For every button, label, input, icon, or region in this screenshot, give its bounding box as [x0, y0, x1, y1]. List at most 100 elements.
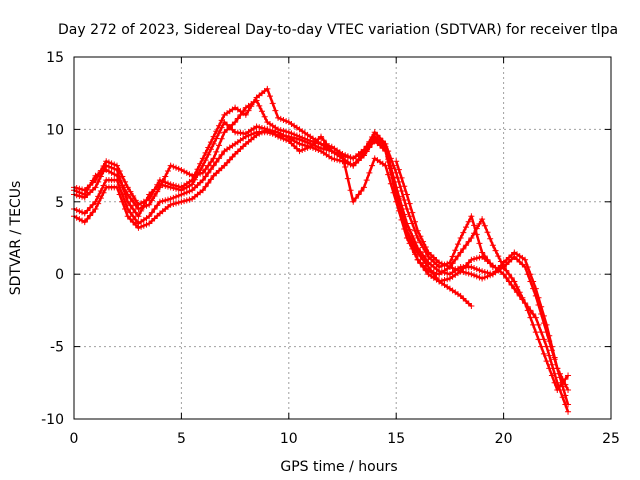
data-point-marker [481, 274, 488, 281]
data-point-marker [449, 253, 456, 260]
data-point-marker [548, 343, 555, 350]
data-point-marker [497, 262, 504, 269]
data-point-marker [428, 252, 435, 259]
y-axis-label: SDTVAR / TECUs [8, 181, 24, 296]
data-point-marker [242, 133, 249, 140]
data-point-marker [430, 269, 437, 276]
data-point-marker [183, 169, 190, 176]
data-point-marker [221, 129, 228, 136]
data-point-marker [468, 263, 475, 270]
data-point-marker [116, 177, 123, 184]
data-point-marker [385, 171, 392, 178]
data-point-marker [508, 274, 515, 281]
data-point-marker [433, 257, 440, 264]
data-point-marker [417, 248, 424, 255]
data-point-marker [240, 143, 247, 150]
data-point-marker [202, 173, 209, 180]
data-point-marker [304, 136, 311, 143]
data-point-marker [307, 137, 314, 144]
data-point-marker [422, 255, 429, 262]
data-point-marker [387, 180, 394, 187]
data-point-marker [119, 198, 126, 205]
data-point-marker [108, 169, 115, 176]
data-point-marker [237, 145, 244, 152]
data-point-marker [111, 161, 118, 168]
data-point-marker [527, 314, 534, 321]
x-axis-label: GPS time / hours [280, 459, 397, 475]
data-point-marker [148, 217, 155, 224]
data-point-marker [505, 278, 512, 285]
data-point-marker [92, 206, 99, 213]
data-point-marker [267, 127, 274, 134]
data-point-marker [360, 149, 367, 156]
data-point-marker [170, 182, 177, 189]
data-point-marker [288, 136, 295, 143]
data-point-marker [218, 117, 225, 124]
data-point-marker [433, 270, 440, 277]
data-point-marker [468, 256, 475, 263]
data-point-marker [438, 277, 445, 284]
data-point-marker [492, 247, 499, 254]
data-point-marker [358, 187, 365, 194]
data-point-marker [471, 272, 478, 279]
grid-lines [74, 57, 611, 419]
data-point-marker [522, 256, 529, 263]
data-point-marker [503, 267, 510, 274]
data-point-marker [205, 144, 212, 151]
data-point-marker [296, 140, 303, 147]
data-point-marker [130, 206, 137, 213]
data-point-marker [422, 265, 429, 272]
data-point-marker [446, 263, 453, 270]
data-point-marker [280, 116, 287, 123]
data-point-marker [293, 145, 300, 152]
data-point-marker [229, 153, 236, 160]
data-point-marker [148, 209, 155, 216]
data-point-marker [473, 255, 480, 262]
data-point-marker [285, 129, 292, 136]
data-point-marker [76, 216, 83, 223]
data-point-marker [387, 165, 394, 172]
data-point-marker [554, 365, 561, 372]
data-point-marker [291, 131, 298, 138]
data-point-marker [495, 253, 502, 260]
data-point-marker [398, 216, 405, 223]
data-point-marker [167, 181, 174, 188]
data-point-marker [122, 206, 129, 213]
data-point-marker [79, 217, 86, 224]
data-point-marker [218, 165, 225, 172]
data-point-marker [173, 164, 180, 171]
data-point-marker [138, 204, 145, 211]
data-point-marker [175, 199, 182, 206]
data-point-marker [460, 229, 467, 236]
data-point-marker [151, 193, 158, 200]
data-point-marker [73, 207, 80, 214]
data-point-marker [213, 148, 220, 155]
x-tick-label: 0 [70, 431, 79, 447]
data-point-marker [116, 191, 123, 198]
data-point-marker [181, 190, 188, 197]
data-point-marker [554, 387, 561, 394]
data-point-marker [146, 195, 153, 202]
data-point-marker [299, 134, 306, 141]
series-day-5 [71, 97, 572, 394]
data-point-marker [79, 209, 86, 216]
series-line [73, 131, 570, 391]
data-point-marker [95, 200, 102, 207]
data-point-marker [178, 166, 185, 173]
data-point-marker [476, 274, 483, 281]
data-point-marker [202, 149, 209, 156]
data-point-marker [347, 161, 354, 168]
data-point-marker [132, 197, 139, 204]
data-point-marker [143, 202, 150, 209]
data-point-marker [540, 350, 547, 357]
data-point-marker [146, 220, 153, 227]
data-point-marker [390, 174, 397, 181]
data-point-marker [162, 197, 169, 204]
series-line [73, 87, 494, 269]
data-point-marker [420, 262, 427, 269]
data-point-marker [293, 139, 300, 146]
data-point-marker [417, 259, 424, 266]
data-point-marker [224, 121, 231, 128]
data-point-marker [226, 156, 233, 163]
